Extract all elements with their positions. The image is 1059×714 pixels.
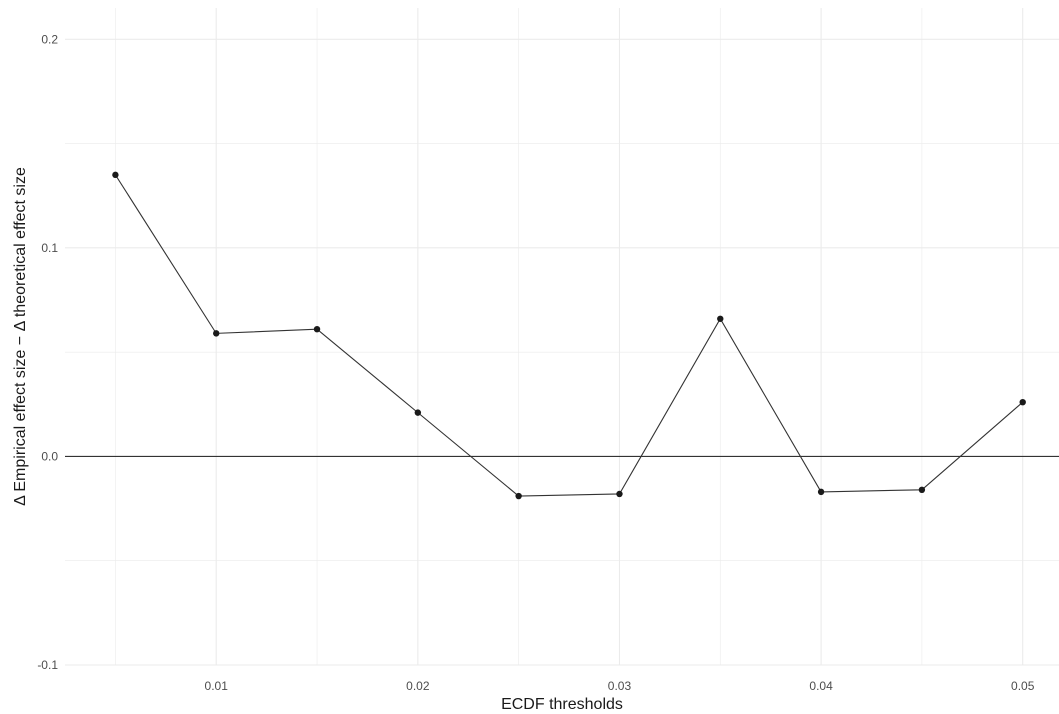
data-point [112, 171, 119, 179]
y-tick-label: 0.2 [41, 32, 58, 46]
data-point [717, 315, 724, 322]
x-axis-tick-labels: 0.01 0.02 0.03 0.04 0.05 [205, 679, 1035, 693]
data-point [817, 488, 825, 496]
data-point [213, 330, 220, 337]
x-tick-label: 0.05 [1011, 679, 1035, 693]
data-points [112, 171, 1026, 500]
data-point [1019, 399, 1026, 406]
y-axis-tick-labels: -0.1 0.0 0.1 0.2 [37, 32, 58, 672]
data-point [414, 409, 422, 416]
major-grid [65, 8, 1059, 666]
data-point [918, 486, 926, 493]
x-tick-label: 0.01 [205, 679, 229, 693]
minor-grid [65, 8, 1059, 665]
data-point [616, 490, 623, 498]
x-axis-title: ECDF thresholds [501, 696, 623, 713]
y-tick-label: 0.0 [41, 449, 58, 463]
series-line [114, 174, 1024, 497]
y-tick-label: 0.1 [41, 241, 58, 255]
y-tick-label: -0.1 [37, 658, 58, 672]
data-point [313, 326, 321, 333]
x-tick-label: 0.02 [406, 679, 430, 693]
data-point [515, 492, 522, 500]
x-tick-label: 0.04 [809, 679, 833, 693]
x-tick-label: 0.03 [608, 679, 632, 693]
y-axis-title: Δ Empirical effect size − Δ theoretical … [12, 167, 29, 506]
